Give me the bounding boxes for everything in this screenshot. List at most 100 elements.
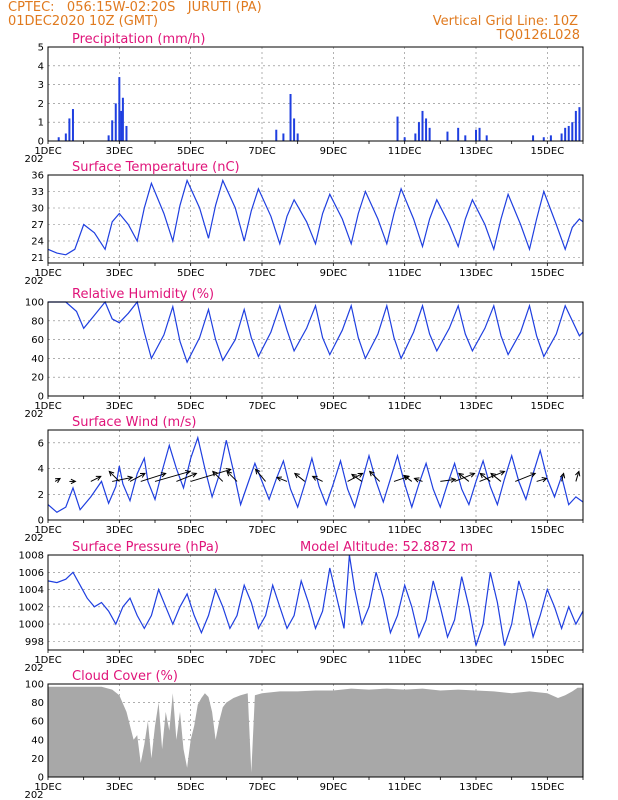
cloud-cover-ytick-label: 40: [31, 735, 44, 746]
temperature-title: Surface Temperature (nC): [72, 160, 240, 175]
precip-bar: [421, 110, 424, 141]
humidity-xtick-label: 7DEC: [248, 401, 275, 412]
wind-arrow: [575, 470, 581, 482]
pressure-ytick-label: 1002: [19, 602, 44, 613]
precip-bar: [71, 109, 74, 141]
temperature-series-line: [47, 178, 584, 256]
temperature-xtick-label: 15DEC: [530, 268, 564, 279]
pressure-annotation: Model Altitude: 52.8872 m: [300, 540, 473, 555]
wind-arrow: [254, 468, 266, 482]
wind-arrow: [108, 470, 120, 482]
precipitation-title: Precipitation (mm/h): [72, 32, 205, 47]
temperature-ytick-label: 27: [31, 220, 44, 231]
temperature-ytick-label: 36: [31, 171, 44, 182]
precip-bar: [578, 107, 581, 141]
temperature-xtick-label: 5DEC: [177, 268, 204, 279]
precip-bar: [125, 125, 128, 141]
humidity-ytick-label: 0: [38, 392, 44, 403]
wind-arrow: [54, 477, 62, 483]
wind-arrow: [112, 475, 134, 482]
humidity-series-line: [48, 300, 584, 364]
wind-arrow: [154, 470, 192, 482]
cloud-cover-xtick-label: 15DEC: [530, 782, 564, 793]
pressure-xtick-label: 5DEC: [177, 655, 204, 666]
wind-arrow: [90, 475, 102, 482]
cloud-cover-xtick-label: 1DEC: [34, 782, 61, 793]
cloud-cover-xtick-label: 13DEC: [459, 782, 493, 793]
precipitation-frame: [47, 46, 584, 142]
humidity-ytick-label: 100: [25, 298, 44, 309]
temperature-ytick-label: 24: [31, 237, 44, 248]
precipitation-ytick-label: 1: [38, 118, 44, 129]
humidity-ytick-label: 80: [31, 316, 44, 327]
precipitation-panel: 0 1 2 3 4 5 1DEC 3DEC 5DEC 7DEC 9DEC 11DEC 13DEC 15DE…: [24, 32, 584, 165]
pressure-ytick-label: 998: [25, 637, 44, 648]
precip-bar: [475, 129, 477, 141]
precip-bar: [571, 122, 574, 141]
humidity-frame: [47, 301, 584, 397]
precipitation-ytick-label: 2: [38, 99, 44, 110]
humidity-xtick-label: 5DEC: [177, 401, 204, 412]
cloud-cover-xtick-label: 5DEC: [177, 782, 204, 793]
humidity-ytick-label: 40: [31, 354, 44, 365]
precipitation-xtick-label: 5DEC: [177, 146, 204, 157]
humidity-xtick-label: 13DEC: [459, 401, 493, 412]
wind-ytick-label: 0: [38, 516, 44, 527]
precip-bar: [118, 77, 121, 141]
precipitation-xtick-label: 3DEC: [106, 146, 133, 157]
precipitation-xtick-label: 9DEC: [320, 146, 347, 157]
wind-arrow: [226, 470, 238, 482]
wind-arrow: [275, 476, 288, 482]
wind-xtick-label: 7DEC: [248, 525, 275, 536]
temperature-year-label: 202: [24, 276, 43, 287]
pressure-title: Surface Pressure (hPa): [72, 540, 219, 555]
wind-series-line: [47, 435, 584, 514]
pressure-xtick-label: 7DEC: [248, 655, 275, 666]
cloud-cover-ytick-label: 20: [31, 754, 44, 765]
pressure-xtick-label: 9DEC: [320, 655, 347, 666]
wind-xtick-label: 3DEC: [106, 525, 133, 536]
wind-arrow: [515, 472, 537, 482]
precipitation-ytick-label: 0: [38, 137, 44, 148]
pressure-xtick-label: 3DEC: [106, 655, 133, 666]
wind-year-label: 202: [24, 533, 43, 544]
wind-xtick-label: 9DEC: [320, 525, 347, 536]
precip-bar: [457, 127, 460, 141]
cloud-cover-title: Cloud Cover (%): [72, 669, 178, 684]
precip-bar: [425, 118, 428, 141]
cloud-cover-frame: [47, 683, 584, 778]
precipitation-ytick-label: 5: [38, 43, 44, 54]
wind-arrow: [190, 468, 232, 482]
wind-xtick-label: 11DEC: [388, 525, 422, 536]
wind-arrow: [293, 472, 306, 482]
wind-arrow: [69, 478, 77, 485]
temperature-frame: [47, 174, 584, 264]
precip-bar: [446, 131, 449, 141]
wind-xtick-label: 1DEC: [34, 525, 61, 536]
pressure-series-line: [47, 554, 584, 646]
cloud-cover-ytick-label: 0: [38, 773, 44, 784]
wind-xtick-label: 5DEC: [177, 525, 204, 536]
precipitation-xtick-label: 7DEC: [248, 146, 275, 157]
wind-arrow: [212, 470, 224, 482]
wind-ytick-label: 2: [38, 490, 44, 501]
precip-bar: [111, 120, 114, 141]
precip-bar: [64, 133, 67, 141]
pressure-panel: 998 1000 1002 1004 1006 1008 1DEC 3DEC 5DEC 7DEC 9…: [19, 540, 584, 674]
precip-bar: [417, 122, 420, 141]
temperature-xtick-label: 13DEC: [459, 268, 493, 279]
precip-bar: [542, 137, 545, 141]
precip-bar: [428, 127, 431, 141]
wind-arrow: [490, 472, 502, 482]
precipitation-ytick-label: 3: [38, 80, 44, 91]
temperature-xtick-label: 11DEC: [388, 268, 422, 279]
wind-arrow: [536, 477, 548, 483]
precip-bar: [560, 133, 563, 141]
cloud-cover-ytick-label: 80: [31, 698, 44, 709]
wind-arrow: [140, 472, 167, 482]
humidity-ytick-label: 20: [31, 373, 44, 384]
temperature-xtick-label: 7DEC: [248, 268, 275, 279]
grid-note: Vertical Grid Line: 10Z: [432, 14, 578, 29]
pressure-frame: [47, 554, 584, 651]
cloud-cover-ytick-label: 100: [25, 680, 44, 691]
